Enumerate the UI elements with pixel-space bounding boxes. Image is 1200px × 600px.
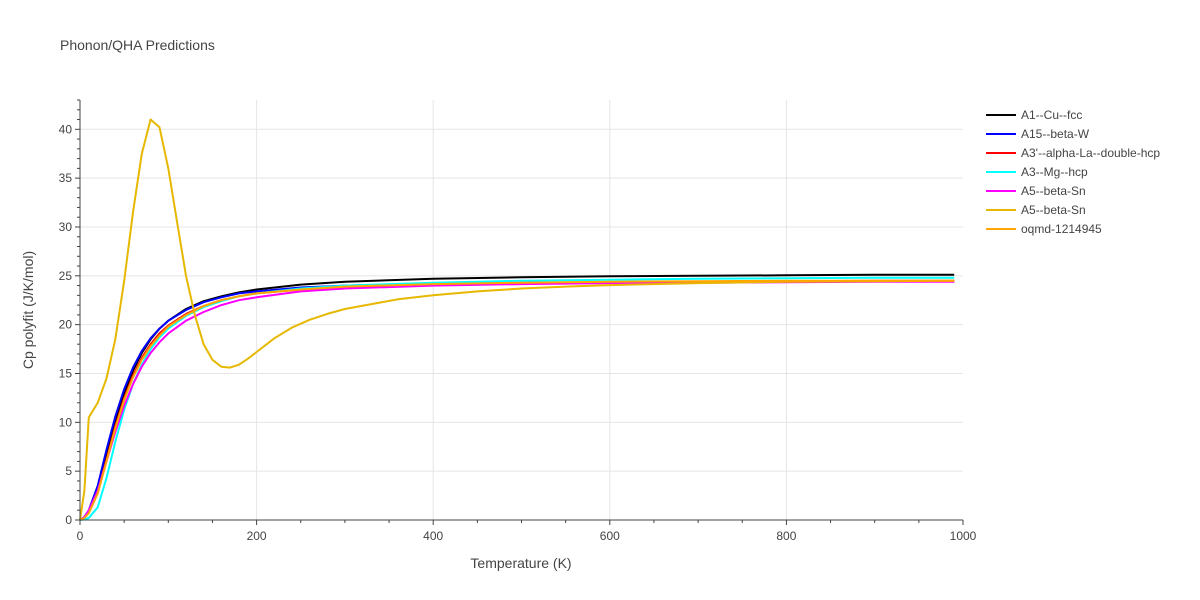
legend-item-6[interactable]: A5--beta-Sn <box>986 203 1086 217</box>
x-tick-label: 600 <box>600 529 620 543</box>
series-line-2[interactable] <box>79 280 955 521</box>
y-tick-label: 0 <box>65 513 72 527</box>
legend-label: A3'--alpha-La--double-hcp <box>1021 146 1160 160</box>
legend-item-3[interactable]: A3'--alpha-La--double-hcp <box>986 146 1160 160</box>
legend-item-4[interactable]: A3--Mg--hcp <box>986 165 1088 179</box>
x-tick-label: 200 <box>247 529 267 543</box>
legend-item-1[interactable]: A1--Cu--fcc <box>986 108 1082 122</box>
y-tick-label: 20 <box>59 318 73 332</box>
legend-item-2[interactable]: A15--beta-W <box>986 127 1090 141</box>
plot-area[interactable] <box>79 118 955 521</box>
chart-title: Phonon/QHA Predictions <box>60 37 215 53</box>
y-tick-label: 5 <box>65 464 72 478</box>
series-line-6[interactable] <box>79 118 955 521</box>
y-tick-label: 40 <box>59 122 73 136</box>
legend: A1--Cu--fcc A15--beta-W A3'--alpha-La--dou… <box>986 108 1160 236</box>
x-tick-label: 800 <box>776 529 796 543</box>
legend-label: A15--beta-W <box>1021 127 1090 141</box>
legend-label: A5--beta-Sn <box>1021 184 1086 198</box>
series-line-5[interactable] <box>79 280 955 521</box>
legend-item-5[interactable]: A5--beta-Sn <box>986 184 1086 198</box>
y-tick-label: 15 <box>59 366 73 380</box>
series-line-1[interactable] <box>79 273 955 521</box>
series-line-7[interactable] <box>79 279 955 521</box>
legend-label: A3--Mg--hcp <box>1021 165 1088 179</box>
legend-item-7[interactable]: oqmd-1214945 <box>986 222 1102 236</box>
x-tick-label: 0 <box>77 529 84 543</box>
series-line-4[interactable] <box>79 276 955 521</box>
x-axis-title: Temperature (K) <box>470 555 571 571</box>
x-tick-label: 1000 <box>950 529 977 543</box>
legend-label: A1--Cu--fcc <box>1021 108 1082 122</box>
y-tick-label: 10 <box>59 415 73 429</box>
y-axis-title: Cp polyfit (J/K/mol) <box>20 251 36 369</box>
grid <box>80 100 963 520</box>
legend-label: A5--beta-Sn <box>1021 203 1086 217</box>
y-tick-label: 25 <box>59 269 73 283</box>
legend-label: oqmd-1214945 <box>1021 222 1102 236</box>
y-tick-label: 30 <box>59 220 73 234</box>
y-tick-label: 35 <box>59 171 73 185</box>
x-tick-label: 400 <box>423 529 443 543</box>
series-line-3[interactable] <box>79 279 955 521</box>
